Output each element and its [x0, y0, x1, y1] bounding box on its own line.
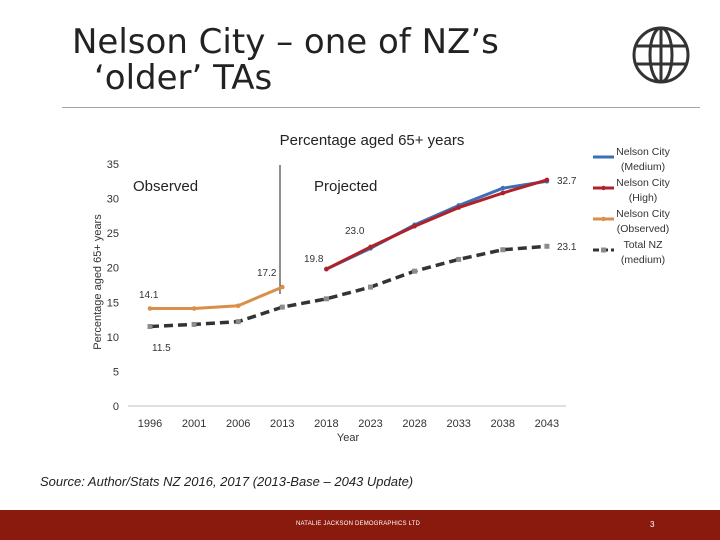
legend-marker-observed: [601, 216, 606, 222]
data-label: 32.7: [557, 176, 577, 187]
data-point-high: [324, 266, 329, 272]
series-line-total: [149, 244, 548, 329]
line-chart: 0 5 10 15 20 25 30 35 1996 2001 2006 2013 2018 2023 20…: [92, 146, 671, 444]
page-number: 3: [650, 520, 655, 529]
data-label: 19.8: [304, 254, 324, 265]
x-tick-label: 2033: [446, 418, 470, 430]
data-point-high: [544, 177, 550, 183]
data-label: 23.0: [345, 226, 365, 237]
y-tick-label: 30: [107, 194, 119, 206]
series-line-observed: [150, 285, 283, 311]
data-point-observed: [280, 284, 285, 290]
footer-text: NATALIE JACKSON DEMOGRAPHICS LTD: [296, 521, 421, 527]
data-point-total: [323, 296, 329, 302]
data-point-high: [456, 205, 462, 210]
data-label: 11.5: [152, 343, 171, 354]
data-point-high: [368, 244, 373, 250]
legend-label-total: Total NZ (medium): [621, 239, 665, 266]
x-tick-label: 2001: [182, 418, 206, 430]
data-point-observed: [191, 306, 197, 311]
legend-label-high: Nelson City (High): [616, 177, 670, 204]
data-point-total: [500, 247, 506, 253]
title-divider: [62, 107, 700, 108]
data-label: 14.1: [139, 290, 159, 301]
x-axis-title: Year: [337, 432, 360, 444]
globe-icon: [632, 26, 690, 84]
slide-title-line-1: Nelson City – one of NZ’s: [72, 22, 499, 62]
data-point-total: [456, 256, 462, 262]
chart-title: Percentage aged 65+ years: [279, 132, 465, 149]
y-tick-label: 0: [113, 401, 119, 413]
y-tick-label: 10: [107, 332, 119, 344]
x-tick-label: 1996: [138, 418, 162, 430]
data-point-total: [279, 304, 285, 310]
observed-label: Observed: [133, 178, 198, 195]
data-point-total: [191, 321, 197, 327]
y-tick-label: 35: [107, 159, 119, 171]
x-tick-label: 2018: [314, 418, 338, 430]
data-point-observed: [147, 306, 153, 311]
projected-label: Projected: [314, 178, 377, 195]
x-tick-label: 2038: [491, 418, 515, 430]
data-point-high: [412, 223, 417, 229]
series-line-high: [325, 178, 548, 271]
y-tick-label: 25: [107, 228, 119, 240]
legend-label-medium: Nelson City (Medium): [616, 146, 670, 173]
y-tick-label: 20: [107, 263, 119, 275]
legend-label-observed: Nelson City (Observed): [616, 208, 670, 235]
x-tick-label: 2043: [535, 418, 559, 430]
x-tick-label: 2013: [270, 418, 294, 430]
data-label: 17.2: [257, 268, 277, 279]
slide-title: Nelson City – one of NZ’s ‘older’ TAs: [72, 24, 592, 96]
data-point-total: [412, 268, 418, 274]
y-axis-title: Percentage aged 65+ years: [92, 214, 104, 350]
data-point-medium: [500, 185, 506, 191]
x-tick-label: 2023: [358, 418, 382, 430]
y-tick-label: 5: [113, 366, 119, 378]
source-note: Source: Author/Stats NZ 2016, 2017 (2013…: [40, 474, 414, 489]
data-point-total: [544, 243, 550, 249]
footer-bar: [0, 510, 720, 540]
legend-marker-total: [601, 247, 606, 253]
data-point-observed: [235, 303, 241, 309]
data-point-high: [500, 190, 506, 196]
x-tick-label: 2028: [402, 418, 426, 430]
slide-title-line-2: ‘older’ TAs: [94, 58, 273, 98]
data-point-total: [368, 284, 373, 290]
x-tick-label: 2006: [226, 418, 250, 430]
data-label: 23.1: [557, 242, 577, 253]
data-point-total: [147, 323, 153, 329]
legend-marker-high: [601, 185, 606, 191]
y-tick-label: 15: [107, 297, 119, 309]
data-point-total: [235, 319, 241, 325]
